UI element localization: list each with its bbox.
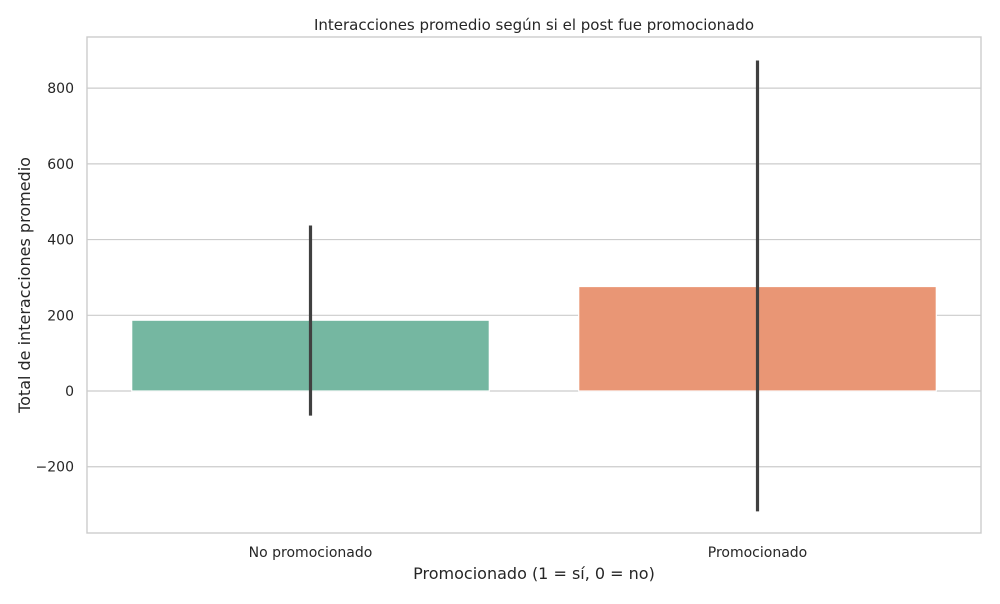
x-tick-label: Promocionado xyxy=(708,545,807,561)
gridlines xyxy=(87,87,981,468)
y-tick-label: 400 xyxy=(47,233,74,249)
bars xyxy=(131,285,937,392)
error-bars xyxy=(308,60,760,512)
x-tick-label: No promocionado xyxy=(249,545,373,561)
chart-title: Interacciones promedio según si el post … xyxy=(314,16,754,34)
y-tick-label: 0 xyxy=(65,384,74,400)
y-tick-labels: −200 0 200 400 600 800 xyxy=(36,81,74,476)
x-axis-title: Promocionado (1 = sí, 0 = no) xyxy=(413,564,655,583)
y-tick-label: 800 xyxy=(47,81,74,97)
plot-frame xyxy=(86,36,982,534)
y-tick-label: −200 xyxy=(36,460,74,476)
y-tick-label: 200 xyxy=(47,308,74,324)
x-tick-labels: No promocionado Promocionado xyxy=(249,545,808,561)
y-tick-label: 600 xyxy=(47,157,74,173)
y-axis-title: Total de interacciones promedio xyxy=(15,157,34,414)
